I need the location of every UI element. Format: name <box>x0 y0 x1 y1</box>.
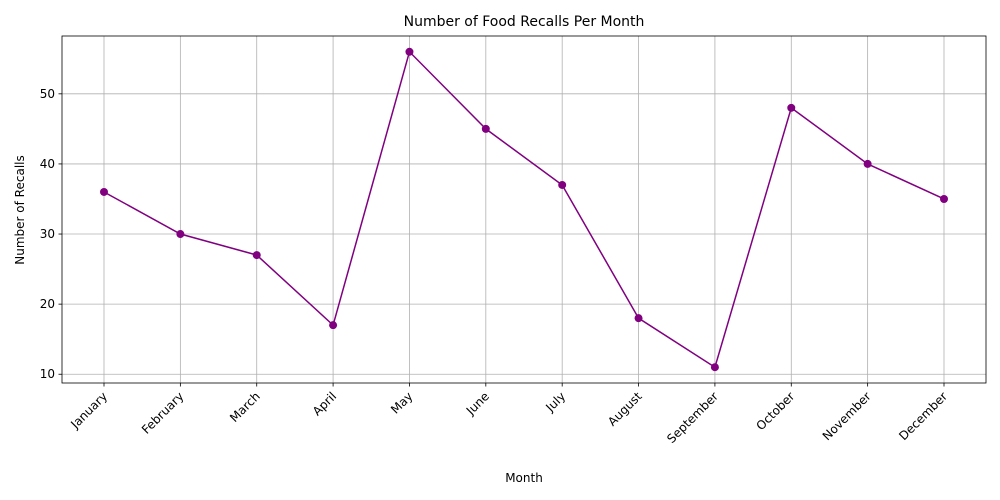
x-tick-label: December <box>896 389 950 443</box>
data-point <box>329 321 338 330</box>
x-axis-ticks: January February March April May June July Augu… <box>67 383 950 446</box>
plot-area-frame <box>61 35 987 384</box>
data-point <box>710 363 719 372</box>
series-line <box>103 50 945 369</box>
y-tick-label: 10 <box>40 367 55 381</box>
x-tick-label: November <box>820 389 874 443</box>
data-point <box>863 159 872 168</box>
x-tick-label: March <box>227 389 263 425</box>
chart-title: Number of Food Recalls Per Month <box>404 14 645 30</box>
y-axis-label: Number of Recalls <box>13 155 27 264</box>
series-layer <box>100 47 948 372</box>
y-axis-ticks: 10 20 30 40 50 <box>40 87 62 381</box>
data-point <box>481 124 490 133</box>
x-tick-label: July <box>542 389 568 415</box>
y-tick-label: 30 <box>40 227 55 241</box>
x-tick-label: September <box>664 389 721 446</box>
x-tick-label: May <box>388 389 415 416</box>
data-point <box>405 47 414 56</box>
x-tick-label: October <box>754 389 798 433</box>
data-point <box>634 314 643 323</box>
data-point <box>252 251 261 260</box>
x-tick-label: June <box>463 389 492 418</box>
data-point <box>940 194 948 203</box>
grid-layer <box>62 36 986 383</box>
x-tick-label: February <box>139 389 187 437</box>
y-tick-label: 20 <box>40 297 55 311</box>
data-point <box>100 187 108 196</box>
y-tick-label: 40 <box>40 157 55 171</box>
x-tick-label: January <box>67 389 110 432</box>
x-tick-label: April <box>310 389 339 418</box>
data-point <box>558 180 567 189</box>
data-point <box>176 230 185 239</box>
y-tick-label: 50 <box>40 87 55 101</box>
x-tick-label: August <box>605 389 645 429</box>
x-axis-label: Month <box>505 471 543 485</box>
data-point <box>787 103 796 112</box>
